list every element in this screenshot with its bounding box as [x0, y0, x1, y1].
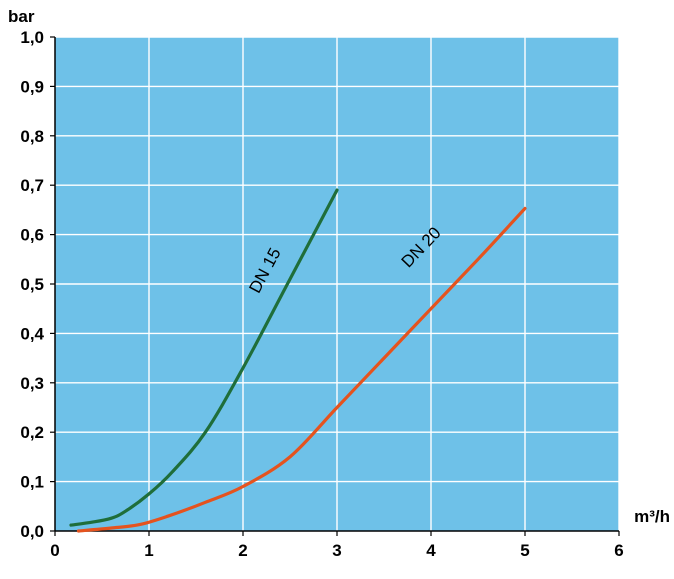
- y-tick-label: 0,4: [20, 324, 44, 343]
- x-tick-label: 4: [426, 541, 436, 560]
- x-tick-label: 3: [332, 541, 341, 560]
- x-tick-label: 6: [614, 541, 623, 560]
- series-layer: [69, 188, 527, 533]
- x-tick-label: 2: [238, 541, 247, 560]
- y-tick-label: 0,5: [20, 275, 44, 294]
- y-tick-label: 0,7: [20, 176, 44, 195]
- y-tick-label: 0,3: [20, 374, 44, 393]
- y-tick-label: 0,2: [20, 423, 44, 442]
- y-axis-label: bar: [8, 7, 35, 26]
- y-tick-label: 1,0: [20, 28, 44, 47]
- x-tick-label: 1: [144, 541, 153, 560]
- axis-layer: 0 1 2 3 4 5 6 0,0 0,1 0,2 0,3 0,4 0,5 0,6 0,7 0,8 0,9 1,0: [20, 28, 623, 560]
- grid-layer: [55, 36, 620, 531]
- y-tick-label: 0,0: [20, 522, 44, 541]
- y-tick-label: 0,6: [20, 226, 44, 245]
- x-tick-label: 0: [50, 541, 59, 560]
- x-axis-label: m³/h: [634, 507, 670, 526]
- y-tick-label: 0,9: [20, 77, 44, 96]
- y-tick-label: 0,8: [20, 127, 44, 146]
- x-tick-label: 5: [520, 541, 529, 560]
- series-line-dn-15: [69, 188, 339, 527]
- series-line-dn-20: [76, 206, 527, 533]
- y-tick-label: 0,1: [20, 473, 44, 492]
